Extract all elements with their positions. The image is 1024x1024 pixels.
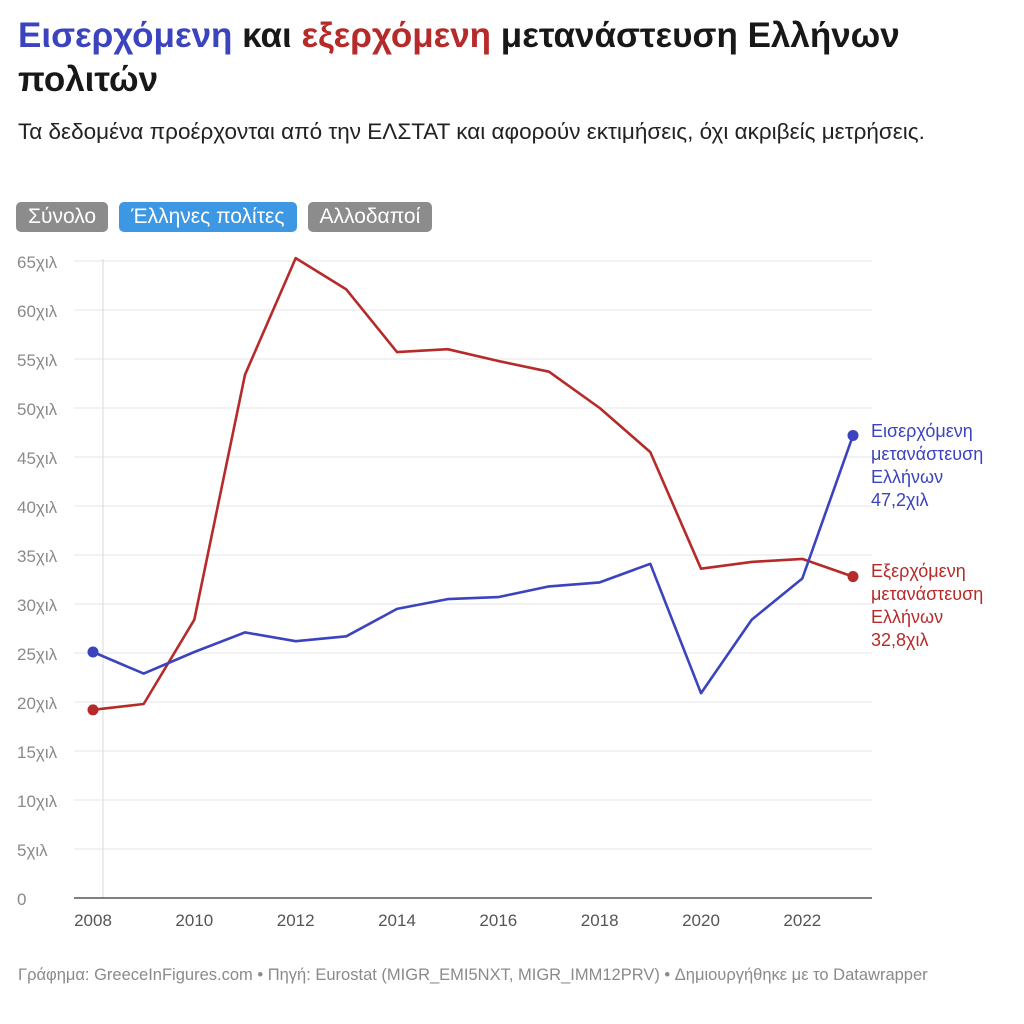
chart-subtitle: Τα δεδομένα προέρχονται από την ΕΛΣΤΑΤ κ… [18,119,925,144]
outbound-series-line [91,256,855,712]
title-outbound-word: εξερχόμενη [301,16,492,55]
x-tick-label: 2020 [682,911,720,930]
inbound-series-label: Ελλήνων [871,467,943,487]
outbound-series-label: μετανάστευση [871,584,983,604]
chart-footer: Γράφημα: GreeceInFigures.com • Πηγή: Eur… [18,966,928,984]
x-tick-label: 2012 [277,911,315,930]
y-tick-label: 55χιλ [17,351,58,370]
y-tick-label: 30χιλ [17,596,58,615]
y-tick-label: 45χιλ [17,449,58,468]
title-rest: μετανάστευση Ελλήνων πολιτών [18,16,900,99]
outbound-end-value-label: 32,8χιλ [871,630,928,650]
inbound-series-line [91,434,855,695]
y-tick-label: 10χιλ [17,792,58,811]
toggle-total-button[interactable]: Σύνολο [16,202,109,232]
y-tick-label: 0 [17,890,26,909]
y-tick-label: 40χιλ [17,498,58,517]
inbound-end-value-label: 47,2χιλ [871,490,928,510]
x-tick-label: 2014 [378,911,416,930]
chart-title: Εισερχόμενη και εξερχόμενη μετανάστευση … [18,14,1008,102]
toggle-foreigners-button[interactable]: Αλλοδαποί [307,202,433,232]
y-tick-label: 15χιλ [17,743,58,762]
inbound-series-label: μετανάστευση [871,444,983,464]
y-tick-label: 5χιλ [17,841,48,860]
y-tick-label: 35χιλ [17,547,58,566]
line-chart: 0 5χιλ 10χιλ 15χιλ 20χιλ 25χιλ 30χιλ 35χιλ 40χιλ… [17,253,983,930]
title-connector: και [232,16,302,55]
outbound-start-point [87,704,99,716]
x-tick-label: 2010 [175,911,213,930]
inbound-end-point [847,429,859,441]
dataset-toggle-group: Σύνολο Έλληνες πολίτες Αλλοδαποί [16,202,433,233]
y-tick-label: 50χιλ [17,400,58,419]
y-tick-label: 65χιλ [17,253,58,272]
outbound-series-label: Εξερχόμενη [871,561,966,581]
outbound-end-point [847,571,859,583]
x-tick-label: 2008 [74,911,112,930]
x-tick-label: 2016 [479,911,517,930]
x-tick-label: 2018 [581,911,619,930]
title-inbound-word: Εισερχόμενη [18,16,233,55]
y-tick-label: 60χιλ [17,302,58,321]
inbound-start-point [87,646,99,658]
y-tick-label: 20χιλ [17,694,58,713]
outbound-series-label: Ελλήνων [871,607,943,627]
x-tick-label: 2022 [783,911,821,930]
inbound-series-label: Εισερχόμενη [871,421,973,441]
y-tick-label: 25χιλ [17,645,58,664]
toggle-greek-citizens-button[interactable]: Έλληνες πολίτες [119,202,297,232]
